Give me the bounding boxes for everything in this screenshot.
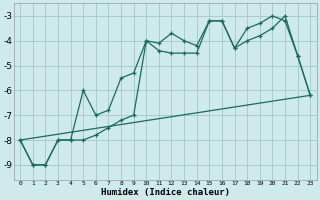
X-axis label: Humidex (Indice chaleur): Humidex (Indice chaleur)	[101, 188, 230, 197]
